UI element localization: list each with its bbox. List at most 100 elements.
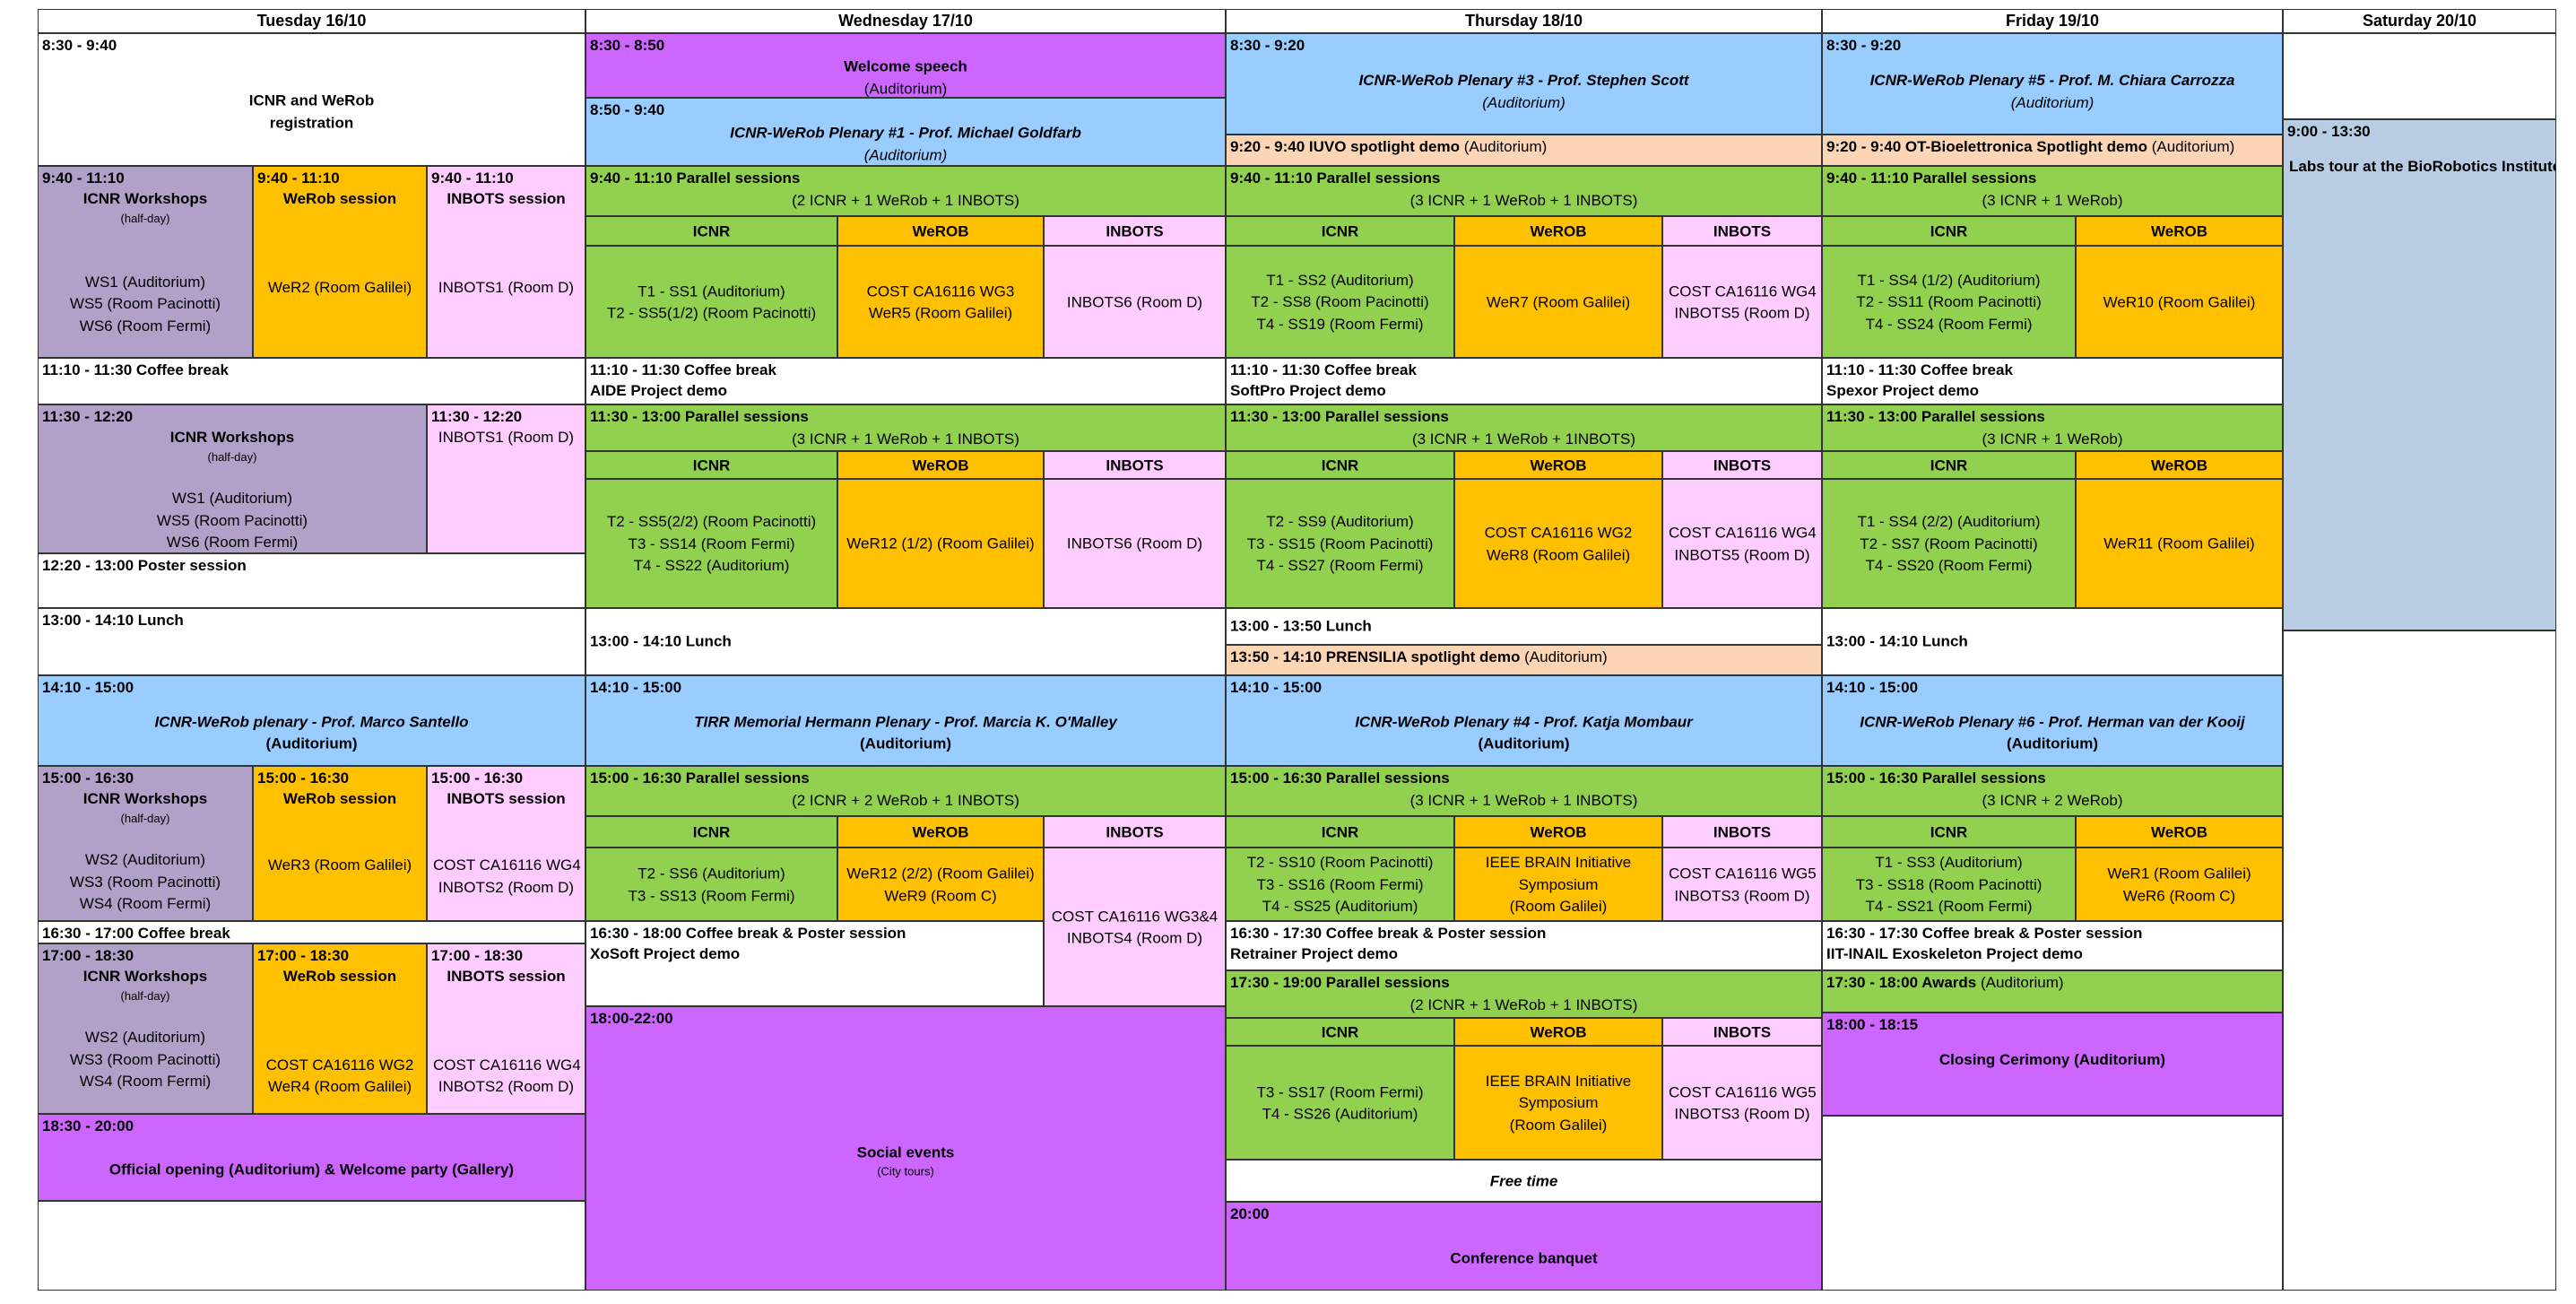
schedule-cell: 16:30 - 18:00 Coffee break & Poster sess… (585, 921, 1044, 1006)
schedule-cell: WeROB (2076, 816, 2283, 848)
session-time: 9:40 - 11:10 Parallel sessions (1826, 170, 2037, 187)
session-line (433, 255, 579, 277)
session-line: (3 ICNR + 1 WeRob) (1982, 192, 2123, 209)
session-line: T1 - SS1 (Auditorium) (637, 282, 785, 300)
session-line (259, 1032, 421, 1055)
session-line: ICNR (1930, 456, 1968, 474)
session-line (259, 1010, 421, 1032)
session-time: 13:00 - 14:10 Lunch (1826, 632, 1968, 650)
schedule-cell: 20:00 Conference banquet (1226, 1202, 1822, 1291)
schedule-cell: 13:00 - 13:50 Lunch (1226, 608, 1822, 645)
session-line: T2 - SS5(1/2) (Room Pacinotti) (606, 304, 817, 322)
session-time: 16:30 - 17:30 Coffee break & Poster sess… (1826, 925, 2143, 942)
schedule-cell: T2 - SS5(2/2) (Room Pacinotti) T3 - SS14 … (585, 479, 837, 608)
session-line: ICNR (1321, 222, 1359, 240)
session-line: INBOTS1 (Room D) (438, 278, 575, 296)
session-line: T4 - SS21 (Room Fermi) (1865, 898, 2033, 916)
session-body: T1 - SS2 (Auditorium) T2 - SS8 (Room Paci… (1227, 270, 1453, 336)
session-body: ICNR (586, 455, 837, 477)
schedule-cell: ICNR (585, 451, 837, 479)
session-line: T3 - SS16 (Room Fermi) (1256, 875, 1424, 893)
session-line: (3 ICNR + 2 WeRob) (1982, 792, 2123, 809)
schedule-cell: 18:00 - 18:15 Closing Cerimony (Auditoriu… (1822, 1013, 2283, 1116)
session-line: COST CA16116 WG3&4 (1051, 907, 1219, 925)
schedule-cell: T2 - SS9 (Auditorium) T3 - SS15 (Room Pac… (1226, 479, 1454, 608)
session-body: WeR10 (Room Galilei) (2077, 291, 2282, 314)
session-line: (half-day) (120, 211, 170, 225)
session-line: ICNR (1930, 222, 1968, 240)
session-demo: AIDE Project demo (590, 382, 728, 399)
schedule-cell: 9:00 - 13:30 Labs tour at the BioRobotics… (2283, 119, 2556, 630)
schedule-cell: 14:10 - 15:00 ICNR-WeRob Plenary #4 - Pro… (1226, 675, 1822, 766)
session-line: (half-day) (120, 988, 170, 1003)
session-time: 17:00 - 18:30 (431, 947, 524, 964)
session-line: WeR8 (Room Galilei) (1486, 546, 1631, 563)
session-body: WeROB (1455, 1021, 1661, 1044)
session-body: ICNR (1823, 822, 2075, 844)
session-line: (3 ICNR + 1 WeRob + 1 INBOTS) (1409, 192, 1638, 209)
schedule-cell: 17:30 - 19:00 Parallel sessions (2 ICNR +… (1226, 970, 1822, 1018)
session-body: ICNR Workshops (half-day) WS2 (Auditorium… (39, 966, 252, 1093)
session-line: T3 - SS13 (Room Fermi) (628, 887, 795, 904)
session-line: WeROB (2151, 456, 2207, 474)
session-line: INBOTS3 (Room D) (1674, 1105, 1810, 1123)
session-line: Labs tour at the BioRobotics Institute (2289, 158, 2556, 175)
session-body: T2 - SS6 (Auditorium) T3 - SS13 (Room Fer… (586, 863, 837, 907)
session-line: WS4 (Room Fermi) (79, 1073, 212, 1091)
session-line: WeR2 (Room Galilei) (267, 278, 412, 296)
session-line: WS4 (Room Fermi) (79, 895, 212, 913)
session-body: ICNR Workshops (half-day) WS2 (Auditorium… (39, 788, 252, 916)
schedule-cell (1822, 1116, 2283, 1291)
session-line: Free time (1489, 1172, 1558, 1190)
session-body: T1 - SS1 (Auditorium) T2 - SS5(1/2) (Room… (586, 281, 837, 325)
session-line: IEEE BRAIN Initiative (1485, 1072, 1632, 1090)
day-header-label: Tuesday 16/10 (256, 12, 367, 30)
session-line: T2 - SS9 (Auditorium) (1266, 513, 1414, 531)
session-body: Labs tour at the BioRobotics Institute (2284, 156, 2555, 178)
session-time: 14:10 - 15:00 (42, 679, 134, 696)
session-line: INBOTS4 (Room D) (1066, 929, 1203, 947)
session-body: IEEE BRAIN Initiative Symposium (Room Gali… (1455, 1071, 1661, 1137)
schedule-cell: IEEE BRAIN Initiative Symposium (Room Gali… (1454, 1046, 1662, 1160)
schedule-cell: WeROB (837, 816, 1044, 848)
schedule-cell: 9:40 - 11:10 Parallel sessions (3 ICNR + … (1822, 166, 2283, 216)
session-line: WeR1 (Room Galilei) (2107, 865, 2251, 882)
schedule-cell: 15:00 - 16:30 ICNR Workshops (half-day) WS… (38, 766, 253, 921)
session-time: 9:40 - 11:10 Parallel sessions (1230, 170, 1441, 187)
session-time: 15:00 - 16:30 Parallel sessions (590, 769, 810, 787)
session-line: WeROB (1530, 1023, 1587, 1041)
session-time: 11:10 - 11:30 Coffee break (590, 361, 776, 378)
session-line: T4 - SS25 (Auditorium) (1262, 898, 1418, 916)
schedule-cell: ICNR (1822, 816, 2076, 848)
session-body: WeROB (2077, 455, 2282, 477)
session-body: INBOTS1 (Room D) (428, 427, 585, 449)
schedule-cell: WeROB (1454, 216, 1662, 246)
schedule-cell: 8:30 - 9:20 ICNR-WeRob Plenary #5 - Prof.… (1822, 33, 2283, 135)
session-body: WeROB (2077, 822, 2282, 844)
session-body: (3 ICNR + 2 WeRob) (1823, 790, 2282, 813)
session-line (44, 227, 247, 249)
schedule-cell: T2 - SS6 (Auditorium) T3 - SS13 (Room Fer… (585, 848, 837, 921)
session-line: WS5 (Room Pacinotti) (156, 511, 308, 529)
session-line: WeROB (1530, 456, 1587, 474)
session-body: WeR1 (Room Galilei) WeR6 (Room C) (2077, 863, 2282, 907)
day-header: Friday 19/10 (1822, 9, 2283, 33)
session-body: ICNR Workshops (half-day) WS1 (Auditorium… (39, 188, 252, 338)
session-time: 11:30 - 13:00 Parallel sessions (1230, 408, 1449, 425)
session-line: ICNR (1930, 823, 1968, 841)
schedule-cell: 17:00 - 18:30 WeRob session COST CA16116 … (253, 943, 427, 1114)
session-body: INBOTS (1663, 1021, 1821, 1044)
session-line: registration (269, 114, 354, 131)
schedule-cell: 18:30 - 20:00 Official opening (Auditoriu… (38, 1114, 585, 1201)
session-line: T1 - SS4 (2/2) (Auditorium) (1857, 513, 2041, 531)
session-line (259, 211, 421, 233)
schedule-cell: 17:30 - 18:00 Awards (Auditorium) (1822, 970, 2283, 1013)
session-line: ICNR Workshops (82, 190, 208, 207)
session-body: ICNR Workshops (half-day) WS1 (Auditorium… (39, 427, 426, 552)
schedule-cell: 9:40 - 11:10 Parallel sessions (3 ICNR + … (1226, 166, 1822, 216)
session-line: (Room Galilei) (1509, 1116, 1608, 1134)
session-line: (3 ICNR + 1 WeRob + 1 INBOTS) (792, 430, 1019, 448)
schedule-cell: INBOTS6 (Room D) (1044, 246, 1226, 358)
schedule-cell: 8:30 - 9:40 ICNR and WeRob registration (38, 33, 585, 166)
session-time: 8:30 - 8:50 (590, 37, 665, 54)
